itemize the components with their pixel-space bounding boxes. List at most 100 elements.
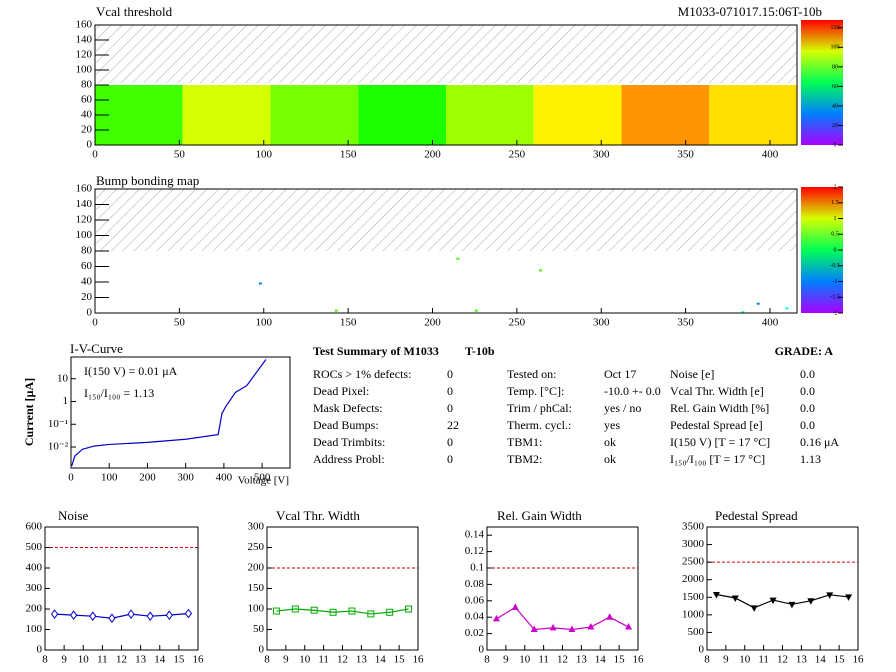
x-tick-label: 100 (256, 317, 273, 329)
marker (291, 605, 299, 613)
marker (272, 607, 280, 615)
marker (731, 595, 739, 602)
summary-value: 22 (447, 418, 459, 432)
y-tick-label: 100 (76, 64, 93, 76)
marker (549, 623, 557, 631)
marker (530, 625, 538, 632)
marker (184, 608, 193, 619)
y-tick-label: 140 (76, 198, 93, 210)
marker (606, 613, 614, 620)
bump-defect (539, 269, 542, 272)
marker (165, 610, 173, 620)
y-tick-label: 3000 (682, 538, 705, 550)
chart-title: I-V-Curve (70, 341, 123, 356)
x-tick-label: 16 (633, 654, 645, 666)
color-bar-label: -2 (833, 310, 838, 316)
y-tick-label: 0 (699, 644, 705, 656)
summary-label: Address Probl: (313, 452, 385, 466)
y-tick-label: 0 (87, 307, 93, 319)
y-tick-label: 0 (479, 644, 485, 656)
y-tick-label: 250 (248, 541, 265, 553)
y-tick-label: 500 (26, 541, 43, 553)
marker (108, 613, 116, 624)
color-bar-label: 60 (832, 84, 838, 90)
x-tick-label: 13 (135, 654, 147, 666)
summary-label: Temp. [°C]: (507, 384, 564, 398)
y-tick-label: 160 (76, 19, 93, 31)
color-bar-label: 0.5 (831, 232, 839, 238)
y-tick-label: 120 (76, 49, 93, 61)
x-tick-label: 8 (264, 654, 270, 666)
y-tick-label: 60 (81, 260, 93, 272)
marker (329, 608, 337, 616)
bump-defect (334, 309, 338, 312)
x-tick-label: 13 (356, 654, 368, 666)
x-tick-label: 200 (424, 317, 441, 329)
x-tick-label: 14 (154, 654, 166, 666)
data-line (71, 359, 267, 466)
y-tick-label: 0.12 (465, 545, 484, 557)
x-tick-label: 10 (519, 654, 531, 666)
plot-frame (70, 356, 291, 469)
bump-defect (756, 302, 760, 305)
chart-title: Bump bonding map (96, 173, 199, 188)
marker (587, 623, 595, 630)
marker (405, 605, 413, 613)
annotation: I(150 V) = 0.01 μA (84, 364, 178, 378)
x-tick-label: 10 (78, 654, 90, 666)
y-tick-label: 120 (76, 214, 93, 226)
y-tick-label: 0 (37, 644, 43, 656)
x-tick-label: 14 (375, 654, 387, 666)
heatmap-cell (709, 85, 797, 145)
y-tick-label: 20 (81, 291, 93, 303)
y-tick-label: 80 (81, 245, 93, 257)
color-bar (801, 187, 843, 313)
summary-label: I(150 V) [T = 17 °C] (670, 435, 770, 449)
y-tick-label: 100 (76, 229, 93, 241)
x-tick-label: 12 (116, 654, 127, 666)
y-tick-label: 200 (26, 603, 43, 615)
x-tick-label: 400 (762, 149, 779, 161)
summary-value: 0 (447, 384, 453, 398)
y-tick-label: 50 (253, 623, 265, 635)
marker (386, 608, 394, 616)
x-tick-label: 11 (318, 654, 329, 666)
x-tick-label: 16 (853, 654, 865, 666)
bump-defect (785, 307, 789, 310)
y-tick-label: 200 (248, 562, 265, 574)
summary-label: Trim / phCal: (507, 401, 572, 415)
y-tick-label: 500 (688, 626, 705, 638)
color-bar-label: 0 (834, 247, 837, 253)
x-tick-label: 0 (92, 149, 98, 161)
marker (568, 625, 576, 632)
summary-label: Vcal Thr. Width [e] (670, 384, 764, 398)
y-tick-label: 10⁻¹ (48, 418, 68, 430)
heatmap-cell (533, 85, 622, 145)
y-tick-label: 2500 (682, 556, 705, 568)
marker (127, 609, 135, 619)
color-bar-label: -1 (833, 279, 838, 285)
x-tick-label: 50 (174, 149, 186, 161)
bump-defect (258, 282, 262, 285)
x-axis-label: Voltage [V] (238, 475, 289, 487)
x-tick-label: 250 (509, 149, 526, 161)
x-tick-label: 14 (595, 654, 607, 666)
marker (348, 607, 356, 615)
x-tick-label: 300 (593, 149, 610, 161)
marker (492, 614, 500, 622)
summary-label: TBM2: (507, 452, 542, 466)
x-tick-label: 14 (815, 654, 827, 666)
summary-label: Dead Trimbits: (313, 435, 385, 449)
data-line (496, 606, 629, 631)
x-tick-label: 150 (340, 317, 357, 329)
summary-value: -10.0 +- 0.0 (604, 384, 661, 398)
summary-value: 0.0 (800, 418, 815, 432)
x-tick-label: 13 (796, 654, 808, 666)
x-tick-label: 16 (193, 654, 205, 666)
marker (807, 598, 815, 605)
summary-value: 0.16 μA (800, 435, 839, 449)
y-tick-label: 20 (81, 124, 93, 136)
y-tick-label: 1500 (682, 591, 705, 603)
color-bar-label: 1 (834, 216, 837, 222)
summary-value: 0.0 (800, 401, 815, 415)
